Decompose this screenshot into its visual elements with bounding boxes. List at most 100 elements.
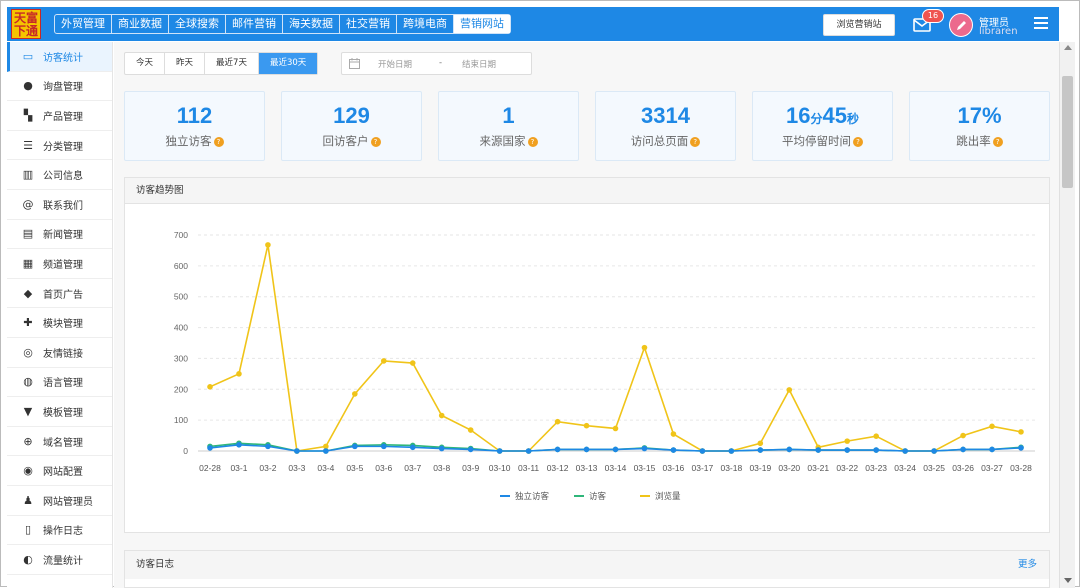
sidebar-item[interactable]: ▼ 模板管理 <box>7 397 112 427</box>
sidebar-item[interactable]: ♟ 网站管理员 <box>7 486 112 516</box>
data-point <box>409 444 416 451</box>
nav-item[interactable]: 营销网站 <box>454 15 510 33</box>
sidebar-item[interactable]: ◉ 网站配置 <box>7 456 112 486</box>
sidebar-item[interactable]: ▤ 新闻管理 <box>7 220 112 250</box>
help-icon[interactable]: ? <box>213 136 224 147</box>
range-tab[interactable]: 今天 <box>125 53 166 74</box>
help-icon[interactable]: ? <box>992 136 1003 147</box>
nav-item[interactable]: 商业数据 <box>112 15 169 33</box>
data-point <box>352 391 358 397</box>
sidebar-item-label: 操作日志 <box>43 526 83 538</box>
brand-logo[interactable]: 天富 下通 <box>11 9 41 39</box>
nav-item[interactable]: 邮件营销 <box>226 15 283 33</box>
date-range-tabs: 今天 昨天 最近7天 最近30天 <box>124 52 319 75</box>
data-point <box>554 418 561 425</box>
avatar[interactable] <box>949 13 973 37</box>
x-tick-label: 03-6 <box>375 463 392 473</box>
sidebar-item[interactable]: ▯ 操作日志 <box>7 516 112 546</box>
data-point <box>467 446 474 453</box>
sidebar-item[interactable]: ⊕ 域名管理 <box>7 427 112 457</box>
minutes-unit: 分 <box>810 112 823 126</box>
stat-value: 3314 <box>641 103 690 128</box>
x-tick-label: 03-5 <box>346 463 363 473</box>
view-marketing-site-button[interactable]: 浏览营销站 <box>823 14 895 36</box>
help-icon[interactable]: ? <box>527 136 538 147</box>
panel-title: 访客日志 <box>125 551 1049 579</box>
sidebar-item[interactable]: ◆ 首页广告 <box>7 279 112 309</box>
stat-label-row: 独立访客? <box>125 133 264 149</box>
data-point <box>294 448 300 454</box>
nav-item[interactable]: 海关数据 <box>283 15 340 33</box>
sidebar-item[interactable]: ▦ 频道管理 <box>7 249 112 279</box>
end-date-input[interactable]: 结束日期 <box>462 60 497 70</box>
sidebar-item[interactable]: ✚ 模块管理 <box>7 308 112 338</box>
scrollbar[interactable] <box>1059 42 1075 588</box>
data-point <box>236 442 242 448</box>
sidebar-item[interactable]: ● 询盘管理 <box>7 72 112 102</box>
x-tick-label: 03-11 <box>518 463 539 473</box>
data-point <box>844 447 851 453</box>
sidebar-item-label: 访客统计 <box>43 52 83 64</box>
scroll-thumb[interactable] <box>1062 76 1073 188</box>
globe-grid-icon: ⊕ <box>23 434 33 448</box>
sidebar-item[interactable]: ◐ 流量统计 <box>7 545 112 575</box>
sidebar-item-label: 网站配置 <box>43 467 83 479</box>
x-tick-label: 03-7 <box>404 463 421 473</box>
hamburger-menu-icon[interactable] <box>1034 17 1048 29</box>
sidebar-item[interactable]: ◎ 友情链接 <box>7 338 112 368</box>
start-date-input[interactable]: 开始日期 <box>378 60 413 70</box>
data-point <box>612 446 619 453</box>
range-tab[interactable]: 最近30天 <box>258 53 318 74</box>
nav-item[interactable]: 跨境电商 <box>397 15 454 33</box>
stat-label-row: 回访客户? <box>282 133 421 149</box>
sidebar-item[interactable]: ☰ 分类管理 <box>7 131 112 161</box>
y-tick-label: 400 <box>174 323 188 333</box>
sidebar-item[interactable]: ▥ 公司信息 <box>7 160 112 190</box>
data-point <box>323 443 329 450</box>
x-tick-label: 03-21 <box>807 463 829 473</box>
help-icon[interactable]: ? <box>370 136 381 147</box>
sidebar-item-label: 语言管理 <box>43 378 83 390</box>
stat-card-source-countries: 1 来源国家? <box>438 91 579 161</box>
top-nav: 外贸管理 商业数据 全球搜索 邮件营销 海关数据 社交营销 跨境电商 营销网站 <box>54 14 511 34</box>
x-tick-label: 03-4 <box>317 463 334 473</box>
grid-icon: ▦ <box>22 256 34 270</box>
data-point <box>496 448 503 454</box>
nav-item[interactable]: 外贸管理 <box>55 15 112 33</box>
stat-value-minutes: 16 <box>786 103 811 128</box>
scroll-down-arrow[interactable] <box>1064 578 1072 583</box>
stat-value: 16分45秒 <box>753 102 892 130</box>
scroll-up-arrow[interactable] <box>1064 45 1072 50</box>
pencil-icon <box>957 21 966 30</box>
range-tab[interactable]: 昨天 <box>165 53 206 74</box>
data-point <box>554 446 561 453</box>
stat-value: 1 <box>502 103 515 128</box>
sidebar-item[interactable]: ◍ 语言管理 <box>7 368 112 398</box>
date-range-picker[interactable]: 开始日期 - 结束日期 <box>341 52 532 75</box>
sidebar-item-label: 流量统计 <box>43 555 83 567</box>
nav-item[interactable]: 社交营销 <box>340 15 397 33</box>
more-link[interactable]: 更多 <box>1017 559 1037 570</box>
data-point <box>612 425 619 432</box>
data-point <box>670 431 677 437</box>
sidebar-item-label: 联系我们 <box>43 200 83 212</box>
data-point <box>352 443 358 450</box>
globe-icon: ◍ <box>23 375 33 389</box>
cube-icon: ◆ <box>23 286 33 300</box>
sidebar-item[interactable]: ▚ 产品管理 <box>7 101 112 131</box>
x-tick-label: 03-24 <box>894 463 916 473</box>
data-point <box>641 445 648 452</box>
help-icon[interactable]: ? <box>690 136 701 147</box>
help-icon[interactable]: ? <box>853 136 863 147</box>
data-point <box>236 371 242 377</box>
sidebar-item-label: 首页广告 <box>43 289 83 301</box>
sidebar-item[interactable]: ▭ 访客统计 <box>7 42 112 72</box>
sidebar-item[interactable]: @ 联系我们 <box>7 190 112 220</box>
news-icon: ▤ <box>22 227 34 241</box>
x-tick-label: 03-15 <box>634 463 656 473</box>
nav-item[interactable]: 全球搜索 <box>169 15 226 33</box>
x-tick-label: 03-20 <box>778 463 800 473</box>
y-tick-label: 0 <box>183 446 188 456</box>
range-tab[interactable]: 最近7天 <box>205 53 259 74</box>
stat-label: 来源国家 <box>479 134 526 148</box>
